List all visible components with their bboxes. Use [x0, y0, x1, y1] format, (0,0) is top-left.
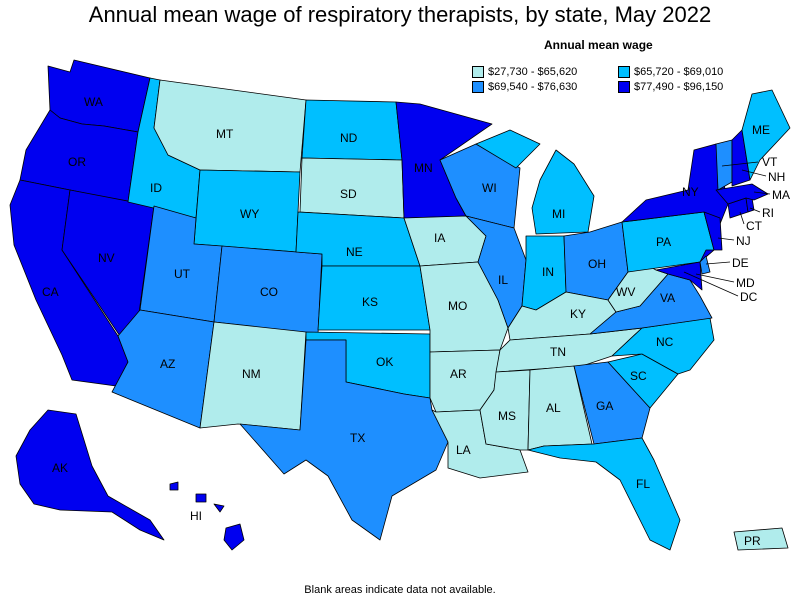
state-hi[interactable]: [169, 481, 245, 551]
label-la: LA: [456, 443, 471, 457]
label-ms: MS: [498, 409, 516, 423]
label-wi: WI: [482, 181, 497, 195]
label-wa: WA: [84, 95, 103, 109]
legend-swatch-1: [472, 66, 484, 78]
label-ri: RI: [762, 206, 774, 220]
state-ak[interactable]: [15, 409, 165, 541]
label-pa: PA: [656, 235, 671, 249]
label-ks: KS: [362, 295, 378, 309]
label-nh: NH: [768, 170, 785, 184]
label-wv: WV: [616, 285, 635, 299]
label-nd: ND: [340, 131, 358, 145]
state-nj[interactable]: [699, 211, 723, 263]
label-il: IL: [498, 273, 508, 287]
label-ny: NY: [682, 185, 699, 199]
label-al: AL: [546, 401, 561, 415]
label-ne: NE: [346, 245, 363, 259]
state-mi[interactable]: [475, 129, 595, 235]
label-hi: HI: [190, 509, 202, 523]
label-tx: TX: [350, 431, 365, 445]
label-nc: NC: [656, 335, 674, 349]
legend-swatch-2: [618, 66, 630, 78]
legend-item-bin-4: $77,490 - $96,150: [618, 81, 723, 93]
label-sd: SD: [340, 187, 357, 201]
state-mt[interactable]: [153, 79, 307, 173]
legend-item-bin-3: $69,540 - $76,630: [472, 81, 577, 93]
label-tn: TN: [550, 345, 566, 359]
label-de: DE: [732, 256, 749, 270]
label-md: MD: [736, 276, 755, 290]
label-sc: SC: [630, 369, 647, 383]
legend-label-4: $77,490 - $96,150: [634, 81, 724, 93]
label-ak: AK: [52, 461, 68, 475]
label-mn: MN: [414, 161, 433, 175]
state-pr[interactable]: [733, 527, 789, 551]
label-mo: MO: [448, 299, 467, 313]
label-ok: OK: [376, 355, 393, 369]
label-me: ME: [752, 123, 770, 137]
legend-swatch-3: [472, 81, 484, 93]
label-ut: UT: [174, 267, 191, 281]
label-wy: WY: [240, 207, 259, 221]
label-nm: NM: [242, 367, 261, 381]
label-nj: NJ: [736, 234, 751, 248]
label-or: OR: [68, 155, 86, 169]
footnote: Blank areas indicate data not available.: [304, 584, 496, 596]
state-fl[interactable]: [527, 437, 681, 551]
state-de[interactable]: [699, 255, 711, 275]
label-ma: MA: [772, 188, 790, 202]
legend-title: Annual mean wage: [544, 38, 653, 52]
label-ca: CA: [42, 285, 59, 299]
label-ar: AR: [450, 367, 467, 381]
state-ga[interactable]: [573, 361, 651, 445]
label-ct: CT: [746, 219, 763, 233]
legend-label-1: $27,730 - $65,620: [488, 66, 578, 78]
label-ky: KY: [570, 307, 586, 321]
legend-label-2: $65,720 - $69,010: [634, 66, 724, 78]
legend-swatch-4: [618, 81, 630, 93]
label-ga: GA: [596, 399, 613, 413]
legend-item-bin-1: $27,730 - $65,620: [472, 66, 577, 78]
state-ma[interactable]: [715, 183, 769, 205]
label-co: CO: [260, 285, 278, 299]
label-pr: PR: [744, 534, 761, 548]
label-id: ID: [150, 181, 162, 195]
label-ia: IA: [434, 231, 445, 245]
label-az: AZ: [160, 357, 175, 371]
legend-item-bin-2: $65,720 - $69,010: [618, 66, 723, 78]
label-in: IN: [542, 265, 554, 279]
label-vt: VT: [762, 155, 778, 169]
state-md[interactable]: [655, 261, 703, 291]
label-mt: MT: [216, 127, 234, 141]
state-nd[interactable]: [301, 99, 403, 161]
label-nv: NV: [98, 251, 115, 265]
map-title: Annual mean wage of respiratory therapis…: [88, 2, 712, 27]
label-va: VA: [660, 291, 675, 305]
state-me[interactable]: [741, 89, 791, 181]
label-oh: OH: [588, 257, 606, 271]
legend-label-3: $69,540 - $76,630: [488, 81, 578, 93]
label-mi: MI: [552, 207, 565, 221]
state-tx[interactable]: [239, 339, 449, 541]
label-fl: FL: [636, 477, 650, 491]
label-dc: DC: [740, 290, 758, 304]
